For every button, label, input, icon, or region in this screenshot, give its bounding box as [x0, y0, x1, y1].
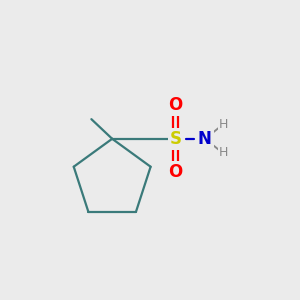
- Text: O: O: [169, 163, 183, 181]
- Text: H: H: [218, 118, 228, 131]
- Text: H: H: [218, 146, 228, 159]
- Text: S: S: [170, 130, 182, 148]
- Text: N: N: [198, 130, 212, 148]
- Text: O: O: [169, 96, 183, 114]
